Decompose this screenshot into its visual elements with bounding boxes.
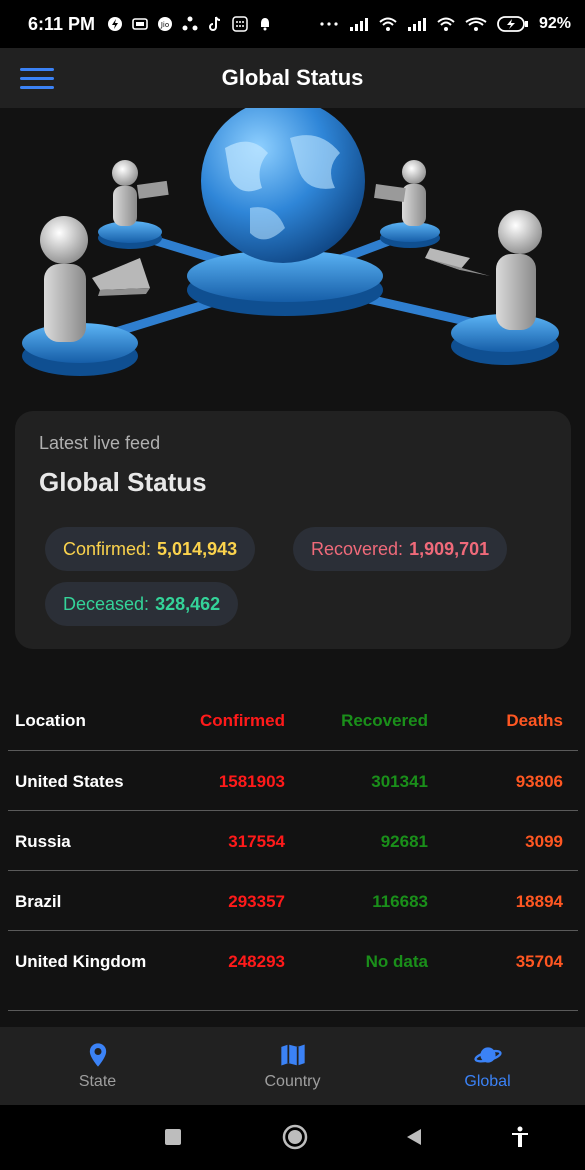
bolt-icon [108, 17, 123, 31]
svg-text:Jio: Jio [160, 21, 169, 29]
cell-location: United Kingdom [15, 952, 147, 971]
cell-deaths: 3099 [525, 832, 563, 851]
nav-item-country[interactable]: Country [195, 1027, 390, 1105]
signal-icon-2 [407, 18, 426, 31]
cell-deaths: 93806 [515, 772, 563, 791]
recovered-value: 1,909,701 [409, 538, 490, 559]
cell-confirmed: 317554 [228, 832, 285, 851]
header-location: Location [15, 711, 86, 730]
recovered-label: Recovered: [311, 538, 404, 559]
cell-deaths: 35704 [515, 952, 563, 971]
cell-recovered: 301341 [371, 772, 428, 791]
tiktok-icon [209, 16, 221, 31]
confirmed-value: 5,014,943 [157, 538, 238, 559]
map-icon [280, 1044, 305, 1066]
confirmed-label: Confirmed: [63, 538, 152, 559]
table-row[interactable]: United States 1581903 301341 93806 [8, 751, 578, 811]
planet-icon [473, 1047, 502, 1063]
nav-label-country: Country [264, 1073, 321, 1090]
more-dots-icon [320, 22, 338, 26]
deceased-value: 328,462 [155, 593, 221, 614]
sim-icon [132, 18, 148, 30]
confirmed-chip: Confirmed: 5,014,943 [45, 527, 256, 571]
page-title: Global Status [221, 65, 364, 90]
recovered-chip: Recovered: 1,909,701 [293, 527, 508, 571]
cell-location: Russia [15, 832, 71, 851]
bottom-nav: State Country Global [0, 1027, 585, 1105]
nav-item-global[interactable]: Global [390, 1027, 585, 1105]
bell-icon [261, 18, 270, 31]
app-bar: Global Status [0, 48, 585, 108]
card-title: Global Status [39, 467, 207, 497]
header-deaths: Deaths [506, 711, 563, 730]
deceased-chip: Deceased: 328,462 [45, 582, 239, 626]
share-icon [182, 16, 198, 31]
header-confirmed: Confirmed [200, 711, 285, 730]
system-nav-bar [0, 1105, 585, 1170]
recents-square-icon[interactable] [161, 1125, 185, 1149]
location-pin-icon [89, 1043, 106, 1067]
table-row[interactable]: United Kingdom 248293 No data 35704 [8, 931, 578, 1011]
wifi-icon-2 [437, 17, 455, 31]
signal-icon [349, 18, 368, 31]
grid-app-icon [232, 16, 248, 32]
country-table: Location Confirmed Recovered Deaths Unit… [8, 692, 578, 1011]
header-recovered: Recovered [341, 711, 428, 730]
cell-recovered: 92681 [380, 832, 428, 851]
table-row[interactable]: Brazil 293357 116683 18894 [8, 871, 578, 931]
cell-location: United States [15, 772, 124, 791]
cell-deaths: 18894 [515, 892, 563, 911]
battery-percent: 92% [538, 15, 571, 32]
status-time: 6:11 PM [28, 13, 96, 34]
table-header-row: Location Confirmed Recovered Deaths [8, 692, 578, 751]
jio-icon: Jio [158, 17, 173, 31]
hamburger-menu-icon[interactable] [20, 68, 54, 90]
table-row[interactable]: Russia 317554 92681 3099 [8, 811, 578, 871]
cell-confirmed: 1581903 [218, 772, 285, 791]
cell-recovered: No data [365, 952, 428, 971]
cell-recovered: 116683 [372, 892, 428, 911]
notification-icons: Jio [107, 16, 273, 32]
battery-icon [497, 16, 528, 32]
home-circle-icon[interactable] [281, 1123, 309, 1151]
status-bar: 6:11 PM Jio 92% [0, 0, 585, 48]
system-status-icons: 92% [319, 15, 571, 33]
nav-label-state: State [78, 1073, 117, 1090]
network-globe-illustration [22, 108, 559, 376]
back-triangle-icon[interactable] [402, 1125, 426, 1149]
nav-label-global: Global [464, 1073, 511, 1090]
cell-location: Brazil [15, 892, 62, 911]
wifi-icon-3 [465, 17, 487, 31]
cell-confirmed: 293357 [228, 892, 285, 911]
nav-item-state[interactable]: State [0, 1027, 195, 1105]
card-subtitle: Latest live feed [39, 433, 161, 453]
deceased-label: Deceased: [63, 593, 150, 614]
wifi-icon [379, 17, 397, 31]
accessibility-icon[interactable] [508, 1125, 532, 1149]
global-status-card: Latest live feed Global Status Confirmed… [15, 411, 571, 649]
cell-confirmed: 248293 [228, 952, 285, 971]
